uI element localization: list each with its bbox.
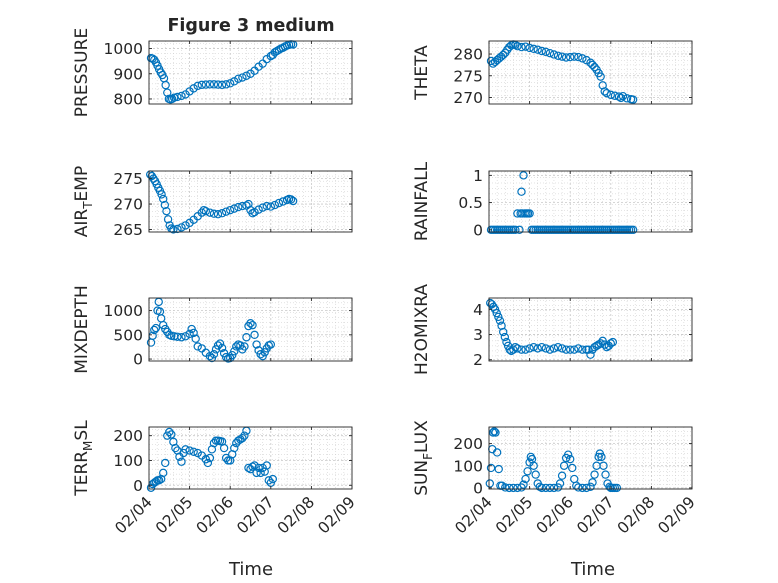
- y-axis-label: AIRTEMP: [72, 166, 95, 237]
- y-tick-label: 275: [113, 170, 143, 188]
- data-point: [162, 82, 169, 89]
- y-tick-label: 270: [113, 196, 143, 214]
- subplot-theta: 270 275 280 THETA: [412, 41, 692, 107]
- y-tick-label: 280: [453, 46, 483, 64]
- y-tick-label: 2: [473, 351, 483, 369]
- x-tick-label: 02/04: [452, 493, 496, 537]
- x-tick-label: 02/08: [274, 493, 318, 537]
- data-point: [147, 339, 154, 346]
- y-tick-label: 500: [113, 326, 143, 344]
- y-tick-label: 1000: [104, 302, 143, 320]
- x-axis-label-right: Time: [570, 559, 615, 580]
- y-axis-label: SUNFLUX: [412, 420, 435, 496]
- y-tick-label: 3: [473, 326, 483, 344]
- y-axis-label: PRESSURE: [72, 28, 92, 117]
- y-tick-label: 100: [453, 457, 483, 475]
- data-point: [589, 61, 596, 68]
- y-tick-label: 200: [453, 435, 483, 453]
- axes-box: [489, 171, 692, 232]
- data-point: [221, 444, 228, 451]
- x-tick-label: 02/07: [233, 493, 277, 537]
- x-tick-label: 02/04: [112, 493, 156, 537]
- x-tick-label: 02/05: [152, 493, 196, 537]
- data-point: [569, 464, 576, 471]
- subplot-mixdepth: 0 500 1000 MIXDEPTH: [72, 285, 352, 374]
- x-tick-label: 02/06: [193, 493, 237, 537]
- data-point: [216, 340, 223, 347]
- data-point: [160, 469, 167, 476]
- x-tick-label: 02/06: [533, 493, 577, 537]
- y-tick-label: 800: [113, 90, 143, 108]
- data-point: [156, 308, 163, 315]
- data-point: [152, 324, 159, 331]
- x-tick-label: 02/05: [492, 493, 536, 537]
- data-point: [486, 480, 493, 487]
- y-tick-label: 265: [113, 221, 143, 239]
- y-axis-label: H2OMIXRA: [412, 284, 432, 375]
- figure-window: Figure 3 medium Time Time 800 900 1000 PRES…: [0, 0, 778, 583]
- y-tick-label: 100: [113, 452, 143, 470]
- x-tick-label: 02/09: [315, 493, 359, 537]
- figure-canvas: Figure 3 medium Time Time 8009001000PRES…: [0, 0, 778, 583]
- x-tick-label: 02/08: [614, 493, 658, 537]
- y-tick-label: 0: [473, 221, 483, 239]
- y-tick-label: 270: [453, 89, 483, 107]
- figure-title: Figure 3 medium: [167, 16, 334, 36]
- y-tick-label: 0.5: [458, 194, 483, 212]
- axes-box: [149, 427, 352, 489]
- subplot-terr_msl: 0 100 200 02/0402/0502/0602/0702/0802/09 TER…: [72, 420, 359, 538]
- data-point: [501, 333, 508, 340]
- data-point: [158, 315, 165, 322]
- x-tick-label: 02/07: [573, 493, 617, 537]
- y-tick-label: 1: [473, 167, 483, 185]
- subplot-rainfall: 0 0.5 1 RAINFALL: [412, 161, 692, 241]
- data-point: [602, 471, 609, 478]
- y-axis-label: RAINFALL: [412, 161, 432, 241]
- y-tick-label: 4: [473, 301, 483, 319]
- data-point: [532, 471, 539, 478]
- y-tick-label: 275: [453, 67, 483, 85]
- data-point: [155, 298, 162, 305]
- subplot-h2omixra: 2 3 4 H2OMIXRA: [412, 284, 692, 375]
- y-tick-label: 1000: [104, 40, 143, 58]
- data-point: [495, 465, 502, 472]
- y-axis-label: MIXDEPTH: [72, 285, 92, 374]
- data-point: [589, 479, 596, 486]
- subplot-pressure: 800 900 1000 PRESSURE: [72, 28, 352, 117]
- y-tick-label: 0: [133, 477, 143, 495]
- y-axis-label: THETA: [412, 45, 432, 101]
- x-axis-label-left: Time: [228, 559, 273, 580]
- x-tick-label: 02/09: [655, 493, 699, 537]
- y-axis-label: TERRMSL: [72, 420, 95, 497]
- y-tick-label: 900: [113, 65, 143, 83]
- subplot-air_temp: 265 270 275 AIRTEMP: [72, 166, 352, 239]
- y-tick-label: 0: [133, 351, 143, 369]
- y-tick-label: 200: [113, 427, 143, 445]
